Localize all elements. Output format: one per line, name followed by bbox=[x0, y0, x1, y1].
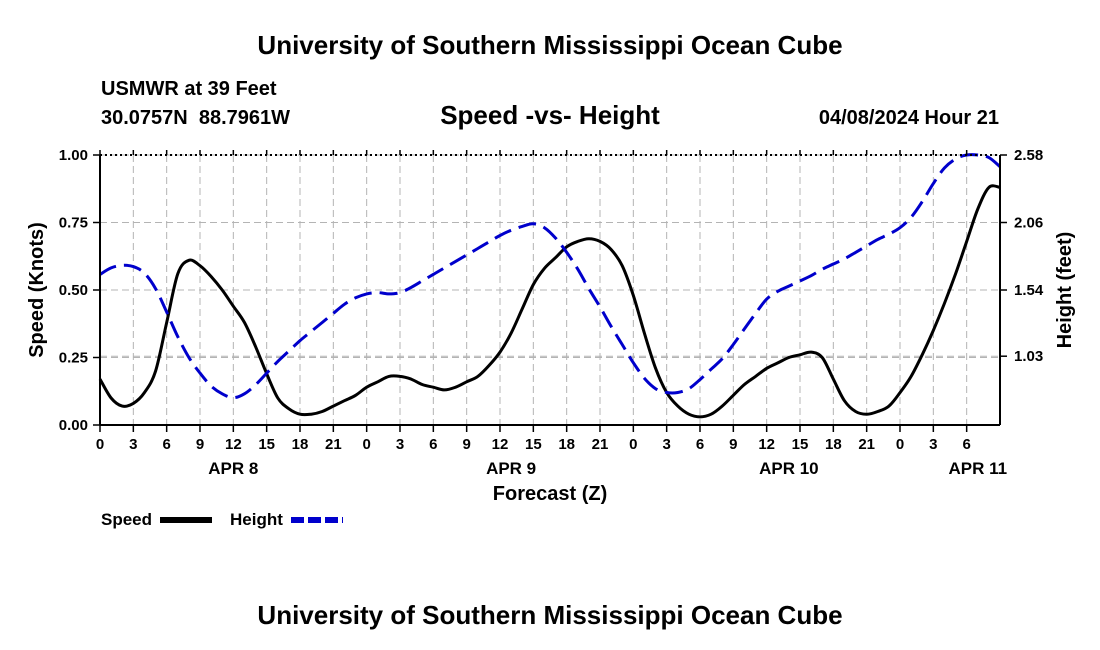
x-tick-label: 18 bbox=[558, 436, 575, 453]
tick-labels: 0 3 6 9 12 15 18 21 0 3 6 9 12 15 18 21 0 3 6 9 12 15 18 21 0 3 6 A… bbox=[59, 147, 1044, 478]
x-tick-label: 0 bbox=[896, 436, 904, 453]
x-tick-label: 21 bbox=[325, 436, 342, 453]
station-name: USMWR at 39 Feet bbox=[101, 78, 277, 100]
x-tick-label: 12 bbox=[492, 436, 509, 453]
y2-tick-label: 2.58 bbox=[1014, 147, 1043, 164]
grid bbox=[100, 154, 1000, 425]
x-tick-label: 3 bbox=[396, 436, 404, 453]
y2-tick-label: 1.03 bbox=[1014, 348, 1043, 365]
x-tick-label: 21 bbox=[858, 436, 875, 453]
series-line-speed bbox=[98, 184, 1001, 419]
legend-speed-label: Speed bbox=[101, 510, 152, 529]
x-tick-label: 9 bbox=[196, 436, 204, 453]
day-label: APR 11 bbox=[948, 459, 1007, 478]
day-label: APR 10 bbox=[759, 459, 819, 478]
chart-title: Speed -vs- Height bbox=[440, 100, 660, 130]
y2-tick-label: 1.54 bbox=[1014, 282, 1044, 299]
x-tick-label: 21 bbox=[592, 436, 609, 453]
x-tick-label: 12 bbox=[225, 436, 242, 453]
x-tick-label: 6 bbox=[696, 436, 704, 453]
y-tick-label: 0.00 bbox=[59, 417, 88, 434]
y2-tick-label: 2.06 bbox=[1014, 215, 1043, 232]
x-tick-label: 3 bbox=[929, 436, 937, 453]
axes bbox=[93, 150, 1007, 432]
x-tick-label: 18 bbox=[292, 436, 309, 453]
x-tick-label: 15 bbox=[258, 436, 275, 453]
station-coords: 30.0757N 88.7961W bbox=[101, 107, 290, 129]
x-tick-label: 6 bbox=[162, 436, 170, 453]
day-label: APR 9 bbox=[486, 459, 536, 478]
y-axis-label: Speed (Knots) bbox=[26, 222, 48, 358]
x-tick-label: 9 bbox=[462, 436, 470, 453]
page-title: University of Southern Mississippi Ocean… bbox=[257, 30, 842, 60]
legend: Speed Height bbox=[101, 510, 343, 529]
x-axis-label: Forecast (Z) bbox=[493, 483, 607, 505]
day-label: APR 8 bbox=[208, 459, 258, 478]
x-tick-label: 0 bbox=[362, 436, 370, 453]
x-tick-label: 6 bbox=[962, 436, 970, 453]
series-line-height bbox=[99, 153, 1001, 400]
x-tick-label: 0 bbox=[629, 436, 637, 453]
x-tick-label: 6 bbox=[429, 436, 437, 453]
y-tick-label: 0.25 bbox=[59, 350, 88, 367]
footer-title: University of Southern Mississippi Ocean… bbox=[257, 600, 842, 630]
x-tick-label: 0 bbox=[96, 436, 104, 453]
x-tick-label: 12 bbox=[758, 436, 775, 453]
y2-axis-label: Height (feet) bbox=[1054, 232, 1076, 349]
legend-height-label: Height bbox=[230, 510, 283, 529]
x-tick-label: 9 bbox=[729, 436, 737, 453]
x-tick-label: 15 bbox=[525, 436, 542, 453]
x-tick-label: 3 bbox=[662, 436, 670, 453]
y-tick-label: 1.00 bbox=[59, 147, 88, 164]
y-tick-label: 0.75 bbox=[59, 215, 88, 232]
x-tick-label: 3 bbox=[129, 436, 137, 453]
y-tick-label: 0.50 bbox=[59, 282, 88, 299]
series-layer bbox=[98, 153, 1001, 419]
forecast-timestamp: 04/08/2024 Hour 21 bbox=[819, 107, 999, 129]
x-tick-label: 15 bbox=[792, 436, 809, 453]
x-tick-label: 18 bbox=[825, 436, 842, 453]
